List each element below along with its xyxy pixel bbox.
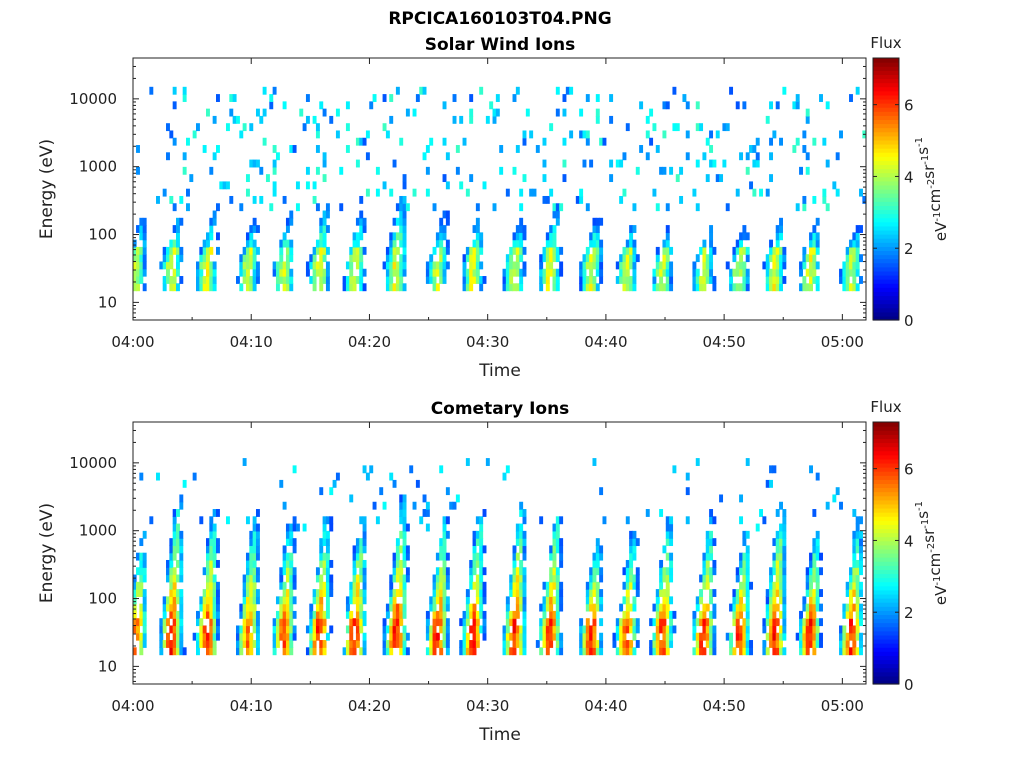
solar-wind-axes-frame — [132, 57, 867, 321]
solar-wind-y-ticks — [133, 57, 866, 318]
cometary-colorbar-tick-label: 6 — [904, 461, 914, 479]
cometary-y-ticks — [133, 421, 866, 682]
solar-wind-colorbar-tick-label: 6 — [904, 97, 914, 115]
cometary-y-tick-label: 100 — [88, 590, 117, 608]
solar-wind-colorbar-tick-label: 4 — [904, 168, 914, 186]
cometary-x-tick-label: 04:30 — [466, 697, 509, 715]
cometary-colorbar — [872, 421, 900, 685]
solar-wind-x-tick-label: 05:00 — [821, 333, 864, 351]
cometary-colorbar-title: Flux — [870, 398, 901, 416]
cometary-ions-panel: 10 100 1000 10000 04:00 04:10 04:20 04:30 04:40 0… — [37, 398, 950, 745]
solar-wind-colorbar-unit-label: eV-1cm-2sr-1s-1 — [914, 137, 950, 241]
solar-wind-x-tick-label: 04:30 — [466, 333, 509, 351]
cometary-colorbar-tick-label: 2 — [904, 604, 914, 622]
cometary-y-tick-label: 10 — [98, 657, 117, 675]
solar-wind-y-tick-label: 100 — [88, 226, 117, 244]
cometary-x-tick-label: 04:20 — [348, 697, 391, 715]
solar-wind-y-tick-label: 1000 — [79, 158, 117, 176]
solar-wind-y-tick-label: 10 — [98, 293, 117, 311]
cometary-spectrogram — [132, 458, 863, 656]
cometary-y-tick-label: 10000 — [69, 454, 117, 472]
solar-wind-x-axis-label: Time — [478, 361, 521, 381]
solar-wind-y-tick-label: 10000 — [69, 90, 117, 108]
cometary-y-tick-label: 1000 — [79, 522, 117, 540]
solar-wind-colorbar — [872, 57, 900, 321]
solar-wind-colorbar-title: Flux — [870, 34, 901, 52]
cometary-x-tick-label: 04:40 — [584, 697, 627, 715]
cometary-x-axis-label: Time — [478, 725, 521, 745]
solar-wind-x-tick-label: 04:00 — [111, 333, 154, 351]
cometary-colorbar-unit-label: eV-1cm-2sr-1s-1 — [914, 501, 950, 605]
solar-wind-ions-panel: 10 100 1000 10000 04:00 04:10 04:20 04:30 04:40 0… — [37, 34, 950, 381]
cometary-title: Cometary Ions — [431, 399, 570, 419]
solar-wind-colorbar-tick-label: 0 — [904, 312, 914, 330]
cometary-x-tick-label: 05:00 — [821, 697, 864, 715]
solar-wind-y-axis-label: Energy (eV) — [37, 139, 57, 239]
cometary-x-tick-label: 04:00 — [111, 697, 154, 715]
solar-wind-x-tick-label: 04:10 — [230, 333, 273, 351]
solar-wind-x-tick-label: 04:50 — [703, 333, 746, 351]
cometary-y-axis-label: Energy (eV) — [37, 503, 57, 603]
solar-wind-colorbar-tick-label: 2 — [904, 240, 914, 258]
solar-wind-spectrogram — [132, 86, 867, 292]
cometary-colorbar-tick-label: 0 — [904, 676, 914, 694]
solar-wind-x-tick-label: 04:40 — [584, 333, 627, 351]
cometary-colorbar-tick-label: 4 — [904, 532, 914, 550]
cometary-x-tick-label: 04:10 — [230, 697, 273, 715]
cometary-x-tick-label: 04:50 — [703, 697, 746, 715]
figure-title: RPCICA160103T04.PNG — [388, 9, 611, 29]
cometary-axes-frame — [132, 421, 867, 685]
solar-wind-x-tick-label: 04:20 — [348, 333, 391, 351]
solar-wind-title: Solar Wind Ions — [425, 35, 576, 55]
